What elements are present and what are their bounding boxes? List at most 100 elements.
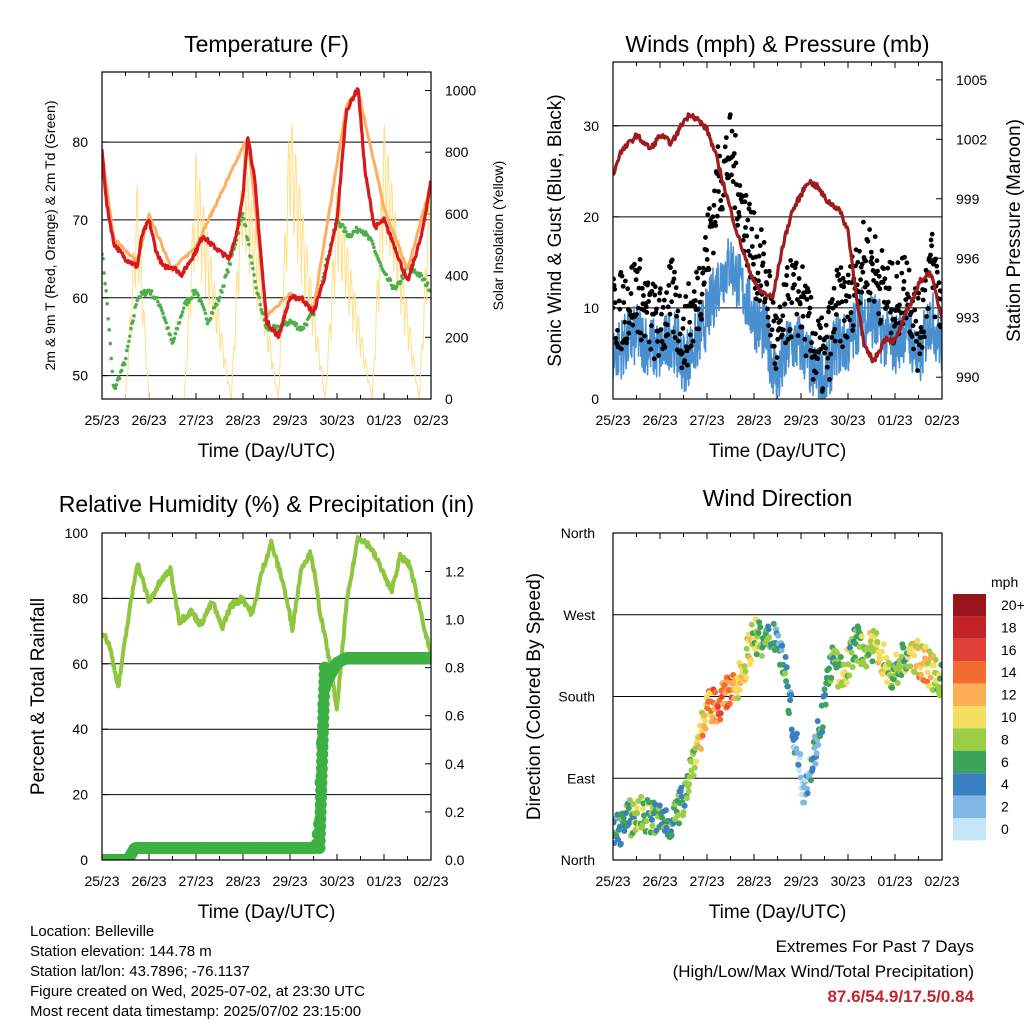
gust-point	[756, 253, 762, 259]
gust-point	[823, 345, 829, 351]
gust-point	[892, 316, 898, 322]
gust-point	[791, 272, 796, 277]
extremes-box: Extremes For Past 7 Days (High/Low/Max W…	[673, 934, 974, 1009]
dewpoint-point	[129, 326, 133, 331]
dewpoint-point	[343, 226, 347, 230]
direction-point	[680, 809, 687, 816]
gust-point	[774, 315, 779, 321]
dewpoint-point	[350, 232, 355, 237]
direction-point	[743, 674, 750, 681]
gust-point	[786, 296, 792, 302]
gust-point	[638, 330, 644, 336]
direction-point	[865, 651, 872, 658]
gust-point	[783, 282, 789, 288]
gust-point	[850, 327, 856, 333]
direction-point	[714, 703, 721, 710]
gust-point	[616, 298, 622, 304]
dewpoint-point	[250, 261, 254, 265]
gust-point	[619, 346, 624, 352]
x-tick-label: 25/23	[595, 873, 630, 889]
gust-point	[876, 273, 882, 279]
gust-point	[757, 298, 763, 304]
gust-point	[893, 320, 899, 326]
gust-point	[876, 311, 882, 317]
dewpoint-point	[156, 299, 160, 304]
gust-point	[696, 326, 702, 332]
x-axis-label: Time (Day/UTC)	[709, 441, 847, 462]
gust-point	[787, 326, 793, 332]
gust-point	[796, 276, 802, 281]
gust-point	[713, 223, 719, 228]
gust-point	[872, 234, 878, 240]
gust-point	[722, 144, 728, 150]
direction-point	[758, 652, 765, 659]
gust-point	[847, 317, 853, 323]
y-axis-right-label: Station Pressure (Maroon)	[1004, 119, 1024, 342]
gust-point	[743, 193, 749, 198]
gust-point	[921, 329, 927, 335]
dewpoint-point	[256, 292, 260, 297]
gust-point	[732, 132, 738, 138]
x-tick-label: 02/23	[413, 412, 448, 428]
gust-point	[924, 314, 929, 319]
direction-point	[743, 645, 750, 652]
direction-point	[788, 726, 795, 733]
x-tick-label: 01/23	[877, 412, 912, 428]
direction-point	[930, 662, 937, 669]
gust-point	[652, 292, 658, 298]
gust-point	[762, 296, 768, 302]
dewpoint-point	[119, 368, 124, 373]
gust-point	[712, 188, 717, 194]
colorbar-swatch	[953, 616, 986, 639]
dewpoint-point	[175, 326, 180, 331]
colorbar-swatch	[953, 818, 986, 841]
y-tick-label: 50	[72, 368, 88, 384]
direction-point	[879, 671, 886, 678]
y-tick-label: 80	[72, 134, 88, 150]
gust-point	[761, 251, 766, 257]
gust-point	[846, 294, 852, 299]
dewpoint-point	[179, 313, 184, 318]
dewpoint-point	[109, 356, 114, 361]
gust-point	[885, 265, 891, 271]
gust-point	[656, 297, 662, 303]
dewpoint-point	[401, 276, 405, 281]
y-right-tick-label: 0.2	[445, 804, 465, 820]
gust-point	[828, 351, 834, 357]
y-axis-label: Percent & Total Rainfall	[28, 598, 49, 795]
gust-point	[766, 323, 772, 329]
gust-point	[784, 273, 790, 279]
gust-point	[668, 265, 673, 271]
gust-point	[920, 297, 926, 303]
dewpoint-point	[252, 273, 256, 277]
dewpoint-point	[224, 273, 228, 277]
direction-point	[622, 809, 629, 816]
gust-point	[665, 332, 671, 338]
gust-point	[884, 304, 890, 310]
direction-point	[804, 790, 811, 797]
gust-point	[730, 179, 736, 184]
direction-point	[877, 655, 884, 662]
gust-point	[653, 310, 659, 316]
y-right-tick-label: 200	[445, 329, 469, 345]
dewpoint-point	[104, 288, 108, 293]
direction-point	[927, 674, 934, 681]
direction-point	[932, 656, 939, 663]
gust-point	[633, 277, 639, 283]
y-right-tick-label: 1.0	[445, 612, 465, 628]
gust-point	[817, 335, 823, 341]
gust-point	[745, 217, 751, 223]
direction-point	[617, 840, 624, 847]
gust-point	[764, 281, 770, 287]
gust-point	[904, 260, 910, 266]
gust-point	[869, 255, 875, 261]
y-right-tick-label: 990	[956, 369, 980, 385]
dewpoint-point	[294, 322, 299, 326]
gust-point	[626, 320, 632, 326]
colorbar-label: 18	[1001, 619, 1017, 635]
gust-point	[615, 327, 620, 333]
gust-point	[885, 299, 891, 305]
gust-point	[928, 252, 933, 258]
gust-point	[703, 235, 708, 240]
gust-point	[754, 290, 760, 296]
